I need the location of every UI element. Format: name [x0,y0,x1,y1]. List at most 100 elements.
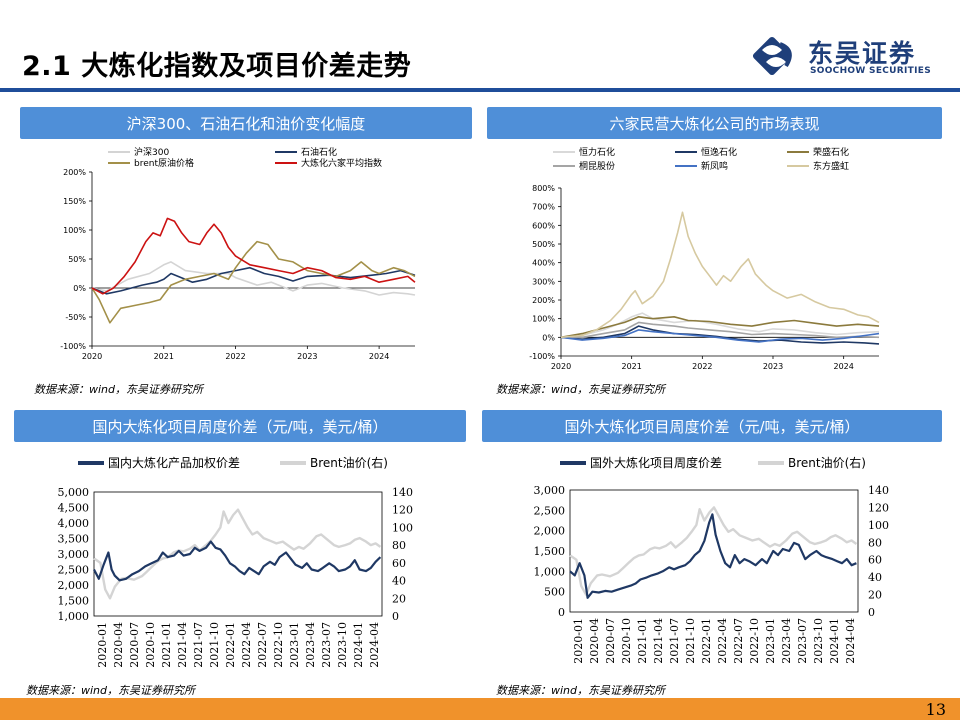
panel-title-c1: 沪深300、石油石化和油价变化幅度 [20,107,472,139]
x-tick-label: 2021 [154,352,174,361]
y-right-tick-label: 140 [868,484,889,497]
x-tick-label: 2024-04 [844,618,857,664]
logo-english-name: SOOCHOW SECURITIES [810,66,931,76]
y-left-tick-label: 4,000 [58,517,90,530]
series-line [561,321,880,339]
x-tick-label: 2021-07 [668,618,681,664]
x-tick-label: 2020-01 [572,618,585,664]
panel-title-c4: 国外大炼化项目周度价差（元/吨，美元/桶） [482,410,942,442]
y-left-tick-label: 1,000 [58,610,90,623]
legend-label: 国内大炼化产品加权价差 [108,455,240,470]
legend-label: Brent油价(右) [788,455,866,470]
x-tick-label: 2022-04 [716,618,729,664]
series-line [560,325,880,345]
x-tick-label: 2020-01 [96,622,109,668]
legend-label: 恒力石化 [579,146,615,158]
y-tick-label: 200% [532,296,555,305]
y-right-tick-label: 0 [868,606,875,619]
legend-label: 新凤鸣 [701,160,728,172]
x-tick-label: 2021-01 [160,622,173,668]
x-tick-label: 2020-07 [604,618,617,664]
x-tick-label: 2023-04 [780,618,793,664]
y-tick-label: 400% [532,259,555,268]
legend-label: brent原油价格 [134,157,194,169]
legend-label: 石油石化 [301,146,337,158]
y-tick-label: 200% [63,168,86,177]
x-tick-label: 2023 [763,362,783,371]
y-tick-label: -100% [60,342,86,351]
page-title: 2.1 大炼化指数及项目价差走势 [22,51,412,82]
y-left-tick-label: 2,500 [534,504,566,517]
x-tick-label: 2020 [82,352,102,361]
y-right-tick-label: 80 [868,536,882,549]
y-tick-label: -50% [65,313,86,322]
soochow-logo-icon [752,36,792,76]
y-right-tick-label: 120 [868,501,889,514]
y-left-tick-label: 3,000 [58,548,90,561]
x-tick-label: 2021 [621,362,641,371]
x-tick-label: 2020-04 [112,622,125,668]
y-left-tick-label: 5,000 [58,486,90,499]
y-left-tick-label: 0 [558,606,565,619]
y-right-tick-label: 140 [392,486,413,499]
brand-logo: 东吴证券 SOOCHOW SECURITIES [752,34,942,82]
x-tick-label: 2023-07 [796,618,809,664]
chart-market-change: 200% 150% 100% 50% 0% -50% -100%2020 2021 2022 20… [60,146,416,361]
y-right-tick-label: 20 [868,589,882,602]
source-note-c4: 数据来源：wind，东吴证券研究所 [496,684,666,697]
y-tick-label: -100% [529,352,555,361]
source-note-c1: 数据来源：wind，东吴证券研究所 [34,383,204,396]
x-tick-label: 2023-07 [320,622,333,668]
y-right-tick-label: 60 [868,554,882,567]
y-right-tick-label: 40 [392,575,406,588]
x-tick-label: 2021-01 [636,618,649,664]
x-tick-label: 2020-10 [620,618,633,664]
y-left-tick-label: 1,500 [534,545,566,558]
series-line [91,240,416,324]
y-tick-label: 100% [63,226,86,235]
logo-chinese-name: 东吴证券 [808,39,917,68]
y-tick-label: 300% [532,277,555,286]
x-tick-label: 2023 [297,352,317,361]
y-left-tick-label: 500 [544,586,565,599]
legend-label: 国外大炼化项目周度价差 [590,455,722,470]
panel-title-c3: 国内大炼化项目周度价差（元/吨，美元/桶） [14,410,466,442]
chart-refiners-performance: 800%700%600%500%400%300%200%100%0%-100%2… [529,146,880,371]
x-tick-label: 2022-04 [240,622,253,668]
x-tick-label: 2023-10 [336,622,349,668]
x-tick-label: 2022-07 [256,622,269,668]
x-tick-label: 2022-01 [224,622,237,668]
legend-label: 大炼化六家平均指数 [301,157,382,169]
x-tick-label: 2021-04 [652,618,665,664]
series-line [91,266,416,295]
x-tick-label: 2020-07 [128,622,141,668]
panel-title-c2: 六家民营大炼化公司的市场表现 [487,107,942,139]
y-left-tick-label: 1,000 [534,565,566,578]
x-tick-label: 2021-10 [208,622,221,668]
y-tick-label: 0% [542,333,555,342]
y-tick-label: 150% [63,197,86,206]
y-left-tick-label: 2,000 [58,579,90,592]
y-tick-label: 0% [73,284,86,293]
series-line [91,261,416,296]
y-tick-label: 50% [68,255,86,264]
footer-bar [0,698,960,720]
x-tick-label: 2023-04 [304,622,317,668]
y-left-tick-label: 2,000 [534,525,566,538]
x-tick-label: 2023-01 [288,622,301,668]
y-right-tick-label: 60 [392,557,406,570]
y-right-tick-label: 80 [392,539,406,552]
legend-label: 东方盛虹 [813,160,849,172]
x-tick-label: 2022 [692,362,712,371]
legend-label: 荣盛石化 [813,146,849,158]
x-tick-label: 2024 [369,352,389,361]
legend-label: 恒逸石化 [701,146,737,158]
x-tick-label: 2022-07 [732,618,745,664]
y-tick-label: 600% [532,221,555,230]
series-line [560,329,880,343]
series-line [569,506,858,596]
plot-frame [93,491,383,617]
x-tick-label: 2023-01 [764,618,777,664]
x-tick-label: 2022-01 [700,618,713,664]
y-right-tick-label: 100 [392,521,413,534]
